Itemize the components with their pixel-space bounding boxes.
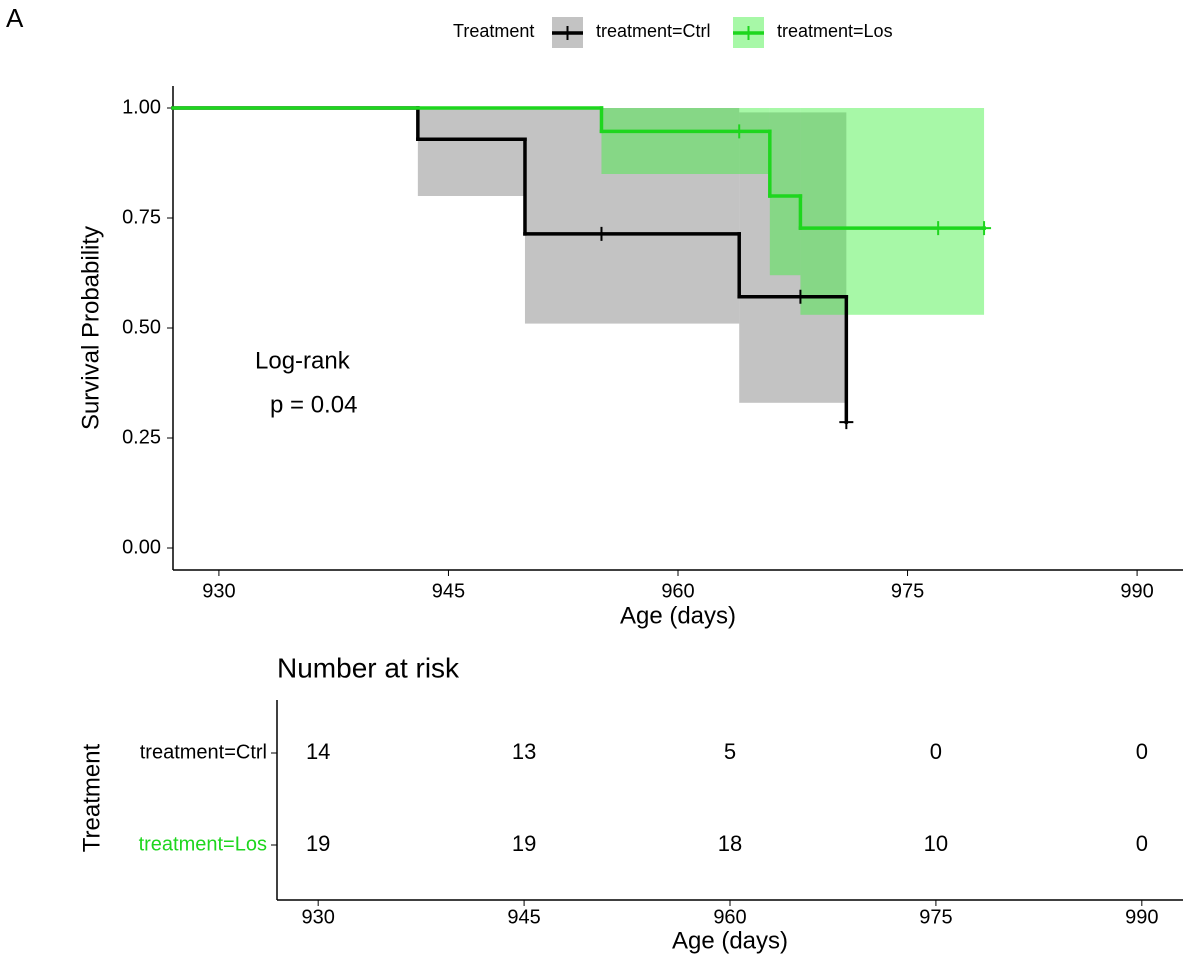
x-tick-label: 975: [891, 580, 924, 602]
confidence-band: [524, 108, 740, 324]
y-tick-label: 0.00: [122, 536, 161, 558]
censor-mark: [793, 289, 808, 304]
y-axis-title: Treatment: [78, 743, 105, 852]
risk-count: 18: [718, 831, 742, 856]
row-label: treatment=Los: [139, 833, 267, 855]
risk-count: 14: [306, 739, 330, 764]
legend-label: treatment=Los: [777, 21, 893, 41]
x-axis-title: Age (days): [620, 602, 736, 629]
risk-count: 0: [1136, 831, 1148, 856]
row-label: treatment=Ctrl: [140, 741, 267, 763]
y-tick-label: 0.25: [122, 426, 161, 448]
y-tick-label: 0.50: [122, 316, 161, 338]
legend-title: Treatment: [453, 21, 534, 41]
x-tick-label: 930: [301, 906, 334, 928]
table-title: Number at risk: [277, 652, 460, 683]
censor-mark: [931, 221, 946, 236]
censor-mark: [732, 124, 747, 139]
censor-mark: [839, 415, 854, 430]
risk-count: 0: [1136, 739, 1148, 764]
confidence-band: [417, 108, 525, 196]
risk-count: 10: [924, 831, 948, 856]
censor-mark: [977, 221, 992, 236]
x-tick-label: 975: [919, 906, 952, 928]
x-tick-label: 960: [661, 580, 694, 602]
x-tick-label: 990: [1120, 580, 1153, 602]
panel-label: A: [6, 3, 24, 33]
confidence-band: [800, 108, 985, 315]
risk-count: 13: [512, 739, 536, 764]
risk-count: 0: [930, 739, 942, 764]
x-tick-label: 960: [713, 906, 746, 928]
risk-count: 19: [512, 831, 536, 856]
y-axis-title: Survival Probability: [77, 226, 104, 430]
risk-count: 19: [306, 831, 330, 856]
confidence-band: [769, 108, 801, 276]
risk-count: 5: [724, 739, 736, 764]
x-tick-label: 945: [507, 906, 540, 928]
x-axis-title: Age (days): [672, 927, 788, 954]
censor-mark: [594, 226, 609, 241]
y-tick-label: 0.75: [122, 206, 161, 228]
legend-label: treatment=Ctrl: [596, 21, 711, 41]
x-tick-label: 990: [1125, 906, 1158, 928]
y-tick-label: 1.00: [122, 96, 161, 118]
confidence-band: [739, 112, 847, 403]
x-tick-label: 945: [432, 580, 465, 602]
confidence-band: [601, 108, 770, 174]
annotation: p = 0.04: [270, 391, 357, 418]
x-tick-label: 930: [202, 580, 235, 602]
annotation: Log-rank: [255, 347, 351, 374]
